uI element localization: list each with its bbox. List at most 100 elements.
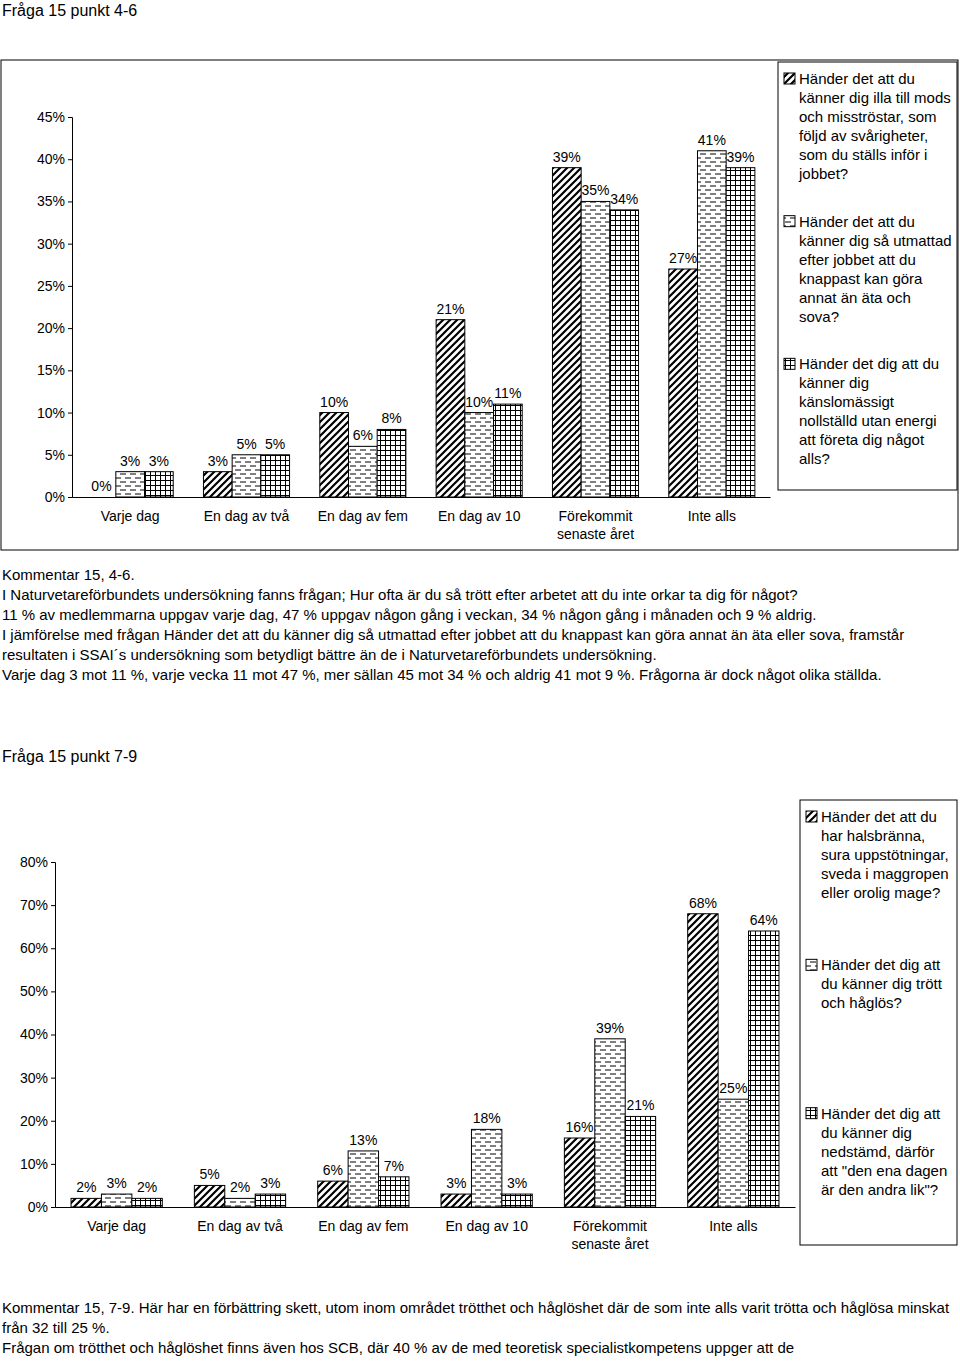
- text-line: Händer det att du: [799, 70, 915, 87]
- data-label: 3%: [507, 1175, 527, 1191]
- tick-label: 45%: [37, 109, 65, 125]
- text-line: Förekommit: [559, 508, 633, 524]
- tick-label: 5%: [45, 447, 65, 463]
- text-line: du känner dig: [821, 1124, 912, 1141]
- paragraph: I jämförelse med frågan Händer det att d…: [2, 625, 954, 665]
- paragraph: Kommentar 15, 7-9. Här har en förbättrin…: [2, 1298, 954, 1338]
- tick-label: 35%: [37, 193, 65, 209]
- data-label: 11%: [494, 385, 521, 401]
- text-line: knappast kan göra: [799, 270, 923, 287]
- tick-label: 10%: [20, 1156, 48, 1172]
- bar: [749, 931, 779, 1207]
- tick: 40%: [20, 1026, 55, 1042]
- bar: [232, 455, 261, 497]
- legend-frame: [800, 800, 957, 1245]
- bar: [494, 404, 523, 497]
- y-axis: 0%5%10%15%20%25%30%35%40%45%: [37, 109, 73, 505]
- tick-label: 25%: [37, 278, 65, 294]
- legend-swatch: [806, 811, 817, 822]
- bar: [625, 1116, 655, 1207]
- y-axis: 0%10%20%30%40%50%60%70%80%: [20, 854, 56, 1215]
- paragraph: 11 % av medlemmarna uppgav varje dag, 47…: [2, 605, 954, 625]
- text-line: senaste året: [557, 526, 634, 542]
- x-axis: Varje dagEn dag av tvåEn dag av femEn da…: [56, 1207, 796, 1252]
- tick: 0%: [45, 489, 72, 505]
- legend-frame: [778, 62, 957, 490]
- legend-label: Händer det att dukänner dig illa till mo…: [798, 70, 951, 182]
- bar: [688, 914, 718, 1207]
- data-label: 3%: [446, 1175, 466, 1191]
- data-label: 18%: [473, 1110, 501, 1126]
- legend-swatch: [806, 959, 817, 970]
- tick: En dag av två: [204, 497, 290, 524]
- tick-label: Inte alls: [709, 1218, 757, 1234]
- data-label: 0%: [91, 478, 111, 494]
- tick: 30%: [37, 236, 72, 252]
- legend-label: Händer det dig att dukänner digkänslomäs…: [799, 355, 939, 467]
- bar: [101, 1194, 131, 1207]
- tick: Förekommitsenaste året: [571, 1207, 648, 1252]
- tick-mark: [51, 991, 55, 992]
- tick-label: En dag av 10: [438, 508, 521, 524]
- tick-label: 70%: [20, 897, 48, 913]
- tick: 15%: [37, 362, 72, 378]
- data-label: 5%: [265, 436, 285, 452]
- tick: En dag av två: [197, 1207, 283, 1234]
- data-label: 3%: [107, 1175, 127, 1191]
- tick: 35%: [37, 193, 72, 209]
- tick-mark: [68, 497, 72, 498]
- bar: [379, 1177, 409, 1207]
- data-label: 6%: [353, 427, 373, 443]
- tick: 25%: [37, 278, 72, 294]
- tick: 60%: [20, 940, 55, 956]
- data-label: 8%: [381, 410, 401, 426]
- text-line: Händer det att du: [799, 213, 915, 230]
- bar: [669, 269, 698, 497]
- data-label: 2%: [76, 1179, 96, 1195]
- legend-entry: Händer det att dukänner dig illa till mo…: [784, 70, 951, 182]
- tick-mark: [68, 117, 72, 118]
- tick-mark: [51, 862, 55, 863]
- legend-label: Händer det dig attdu känner dignedstämd,…: [821, 1105, 947, 1198]
- text-line: du känner dig trött: [821, 975, 943, 992]
- bar: [116, 472, 145, 497]
- data-label: 3%: [149, 453, 169, 469]
- legend: Händer det att duhar halsbränna,sura upp…: [800, 800, 957, 1245]
- heading: Fråga 15 punkt 7-9: [2, 748, 137, 766]
- text-line: jobbet?: [798, 165, 848, 182]
- axis-line: [68, 118, 73, 498]
- chart: 0%10%20%30%40%50%60%70%80%2%5%6%3%16%68%…: [20, 800, 957, 1252]
- axis-line: [51, 863, 56, 1208]
- text-line: har halsbränna,: [821, 827, 925, 844]
- bar: [726, 168, 755, 497]
- charts-canvas: 0%5%10%15%20%25%30%35%40%45%0%3%10%21%39…: [0, 0, 960, 1364]
- bar: [255, 1194, 285, 1207]
- tick: 70%: [20, 897, 55, 913]
- data-label: 5%: [199, 1166, 219, 1182]
- legend-swatch: [784, 358, 795, 369]
- tick: 45%: [37, 109, 72, 125]
- text-line: som du ställs inför i: [799, 146, 927, 163]
- text-line: sova?: [799, 308, 839, 325]
- tick-mark: [68, 244, 72, 245]
- tick-label: 60%: [20, 940, 48, 956]
- paragraph: Kommentar 15, 4-6.: [2, 565, 954, 585]
- tick: 50%: [20, 983, 55, 999]
- tick-label: En dag av 10: [445, 1218, 528, 1234]
- text-line: alls?: [799, 450, 830, 467]
- tick-label: En dag av två: [197, 1218, 283, 1234]
- bar: [318, 1181, 348, 1207]
- tick-label: 0%: [45, 489, 65, 505]
- tick-mark: [68, 159, 72, 160]
- text-line: Händer det dig att: [821, 1105, 941, 1122]
- bar: [610, 210, 639, 497]
- tick: 80%: [20, 854, 55, 870]
- bar: [581, 201, 610, 497]
- data-label: 13%: [349, 1132, 377, 1148]
- tick: 10%: [20, 1156, 55, 1172]
- tick: Varje dag: [101, 497, 160, 524]
- tick-label: 40%: [37, 151, 65, 167]
- legend-swatch: [806, 1108, 817, 1119]
- text-line: senaste året: [571, 1236, 648, 1252]
- text-line: och håglös?: [821, 994, 902, 1011]
